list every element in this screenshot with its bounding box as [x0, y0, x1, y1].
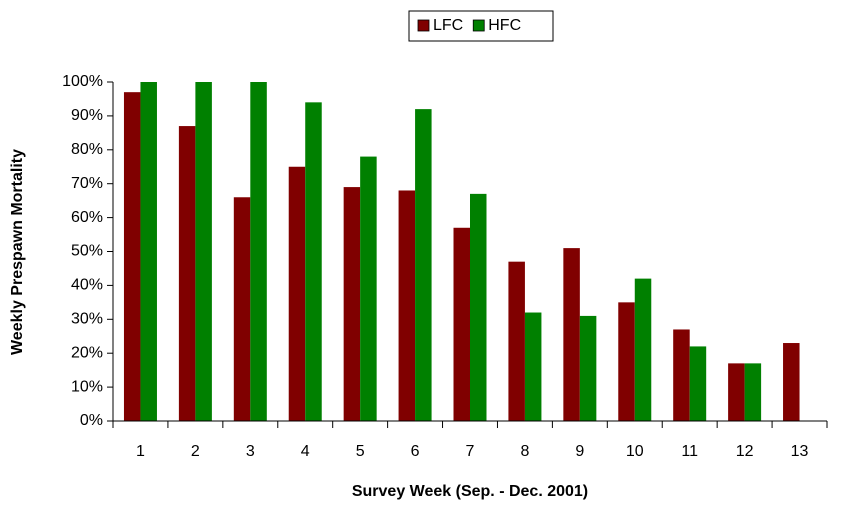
bar	[233, 197, 251, 421]
bar	[508, 261, 525, 421]
x-tick-label: 11	[681, 443, 698, 460]
y-tick-label: 50%	[71, 243, 103, 260]
bar	[563, 248, 580, 421]
x-tick-label: 1	[136, 443, 145, 460]
legend-label: LFC	[433, 17, 463, 34]
bar	[305, 102, 322, 421]
y-tick-label: 20%	[71, 344, 103, 361]
x-tick-label: 2	[191, 443, 200, 460]
x-tick-label: 10	[626, 443, 644, 460]
y-tick-label: 0%	[80, 412, 103, 429]
x-tick-label: 9	[575, 443, 584, 460]
bar	[398, 190, 416, 421]
bar	[415, 109, 432, 422]
x-tick-label: 8	[520, 443, 529, 460]
x-tick-label: 7	[466, 443, 475, 460]
x-tick-label: 12	[736, 443, 754, 460]
x-tick-label: 6	[411, 443, 420, 460]
bar	[360, 156, 377, 421]
bar	[524, 312, 542, 421]
y-tick-label: 100%	[62, 73, 103, 90]
y-tick-label: 40%	[71, 277, 103, 294]
y-tick-label: 60%	[71, 209, 103, 226]
bar	[140, 82, 157, 421]
x-tick-label: 4	[301, 443, 310, 460]
legend-label: HFC	[488, 17, 521, 34]
legend-swatch	[472, 19, 485, 32]
y-axis-title: Weekly Prespawn Mortality	[9, 149, 26, 355]
bar	[288, 166, 306, 421]
bar	[250, 82, 267, 421]
bar	[744, 363, 762, 421]
bar	[689, 346, 707, 421]
bar	[634, 278, 652, 421]
bar	[195, 82, 212, 421]
bar	[123, 92, 141, 422]
bar	[673, 329, 690, 421]
bar	[178, 126, 196, 421]
y-tick-label: 80%	[71, 141, 103, 158]
x-axis-title: Survey Week (Sep. - Dec. 2001)	[352, 483, 588, 500]
x-tick-label: 3	[246, 443, 255, 460]
y-tick-label: 90%	[71, 107, 103, 124]
bar	[618, 302, 635, 421]
bar	[343, 187, 361, 421]
x-tick-label: 13	[791, 443, 809, 460]
y-tick-label: 30%	[71, 311, 103, 328]
x-tick-label: 5	[356, 443, 365, 460]
legend-swatch	[417, 19, 430, 32]
bar	[579, 315, 597, 421]
bar	[728, 363, 745, 421]
y-tick-label: 70%	[71, 175, 103, 192]
bar	[470, 193, 487, 421]
bar	[453, 227, 470, 421]
y-tick-label: 10%	[71, 378, 103, 395]
bar	[783, 343, 800, 421]
